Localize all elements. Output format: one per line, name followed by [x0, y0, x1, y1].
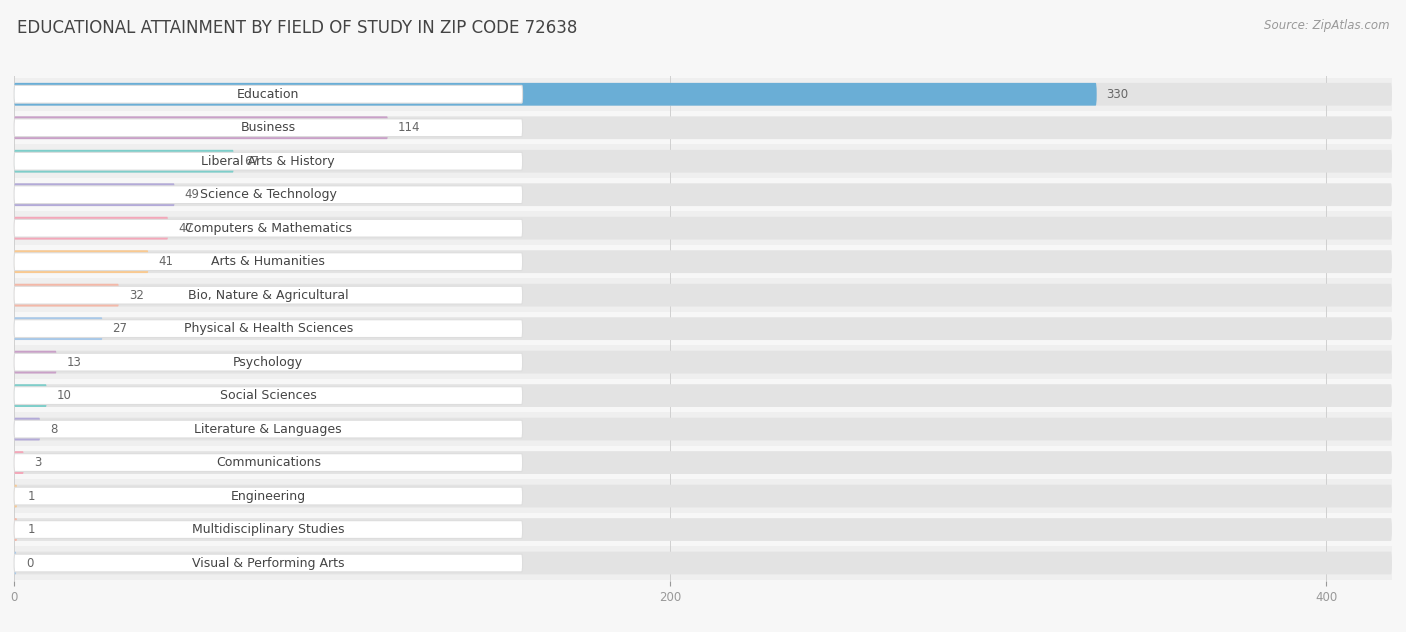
FancyBboxPatch shape: [14, 253, 523, 270]
Bar: [14, 412, 1392, 446]
Bar: [14, 78, 1392, 111]
FancyBboxPatch shape: [14, 351, 56, 374]
Text: 114: 114: [398, 121, 420, 134]
FancyBboxPatch shape: [14, 183, 1392, 206]
Text: 10: 10: [56, 389, 72, 402]
Bar: [14, 479, 1392, 513]
Bar: [14, 145, 1392, 178]
FancyBboxPatch shape: [14, 317, 103, 340]
Bar: [14, 379, 1392, 412]
Text: Psychology: Psychology: [233, 356, 304, 368]
Text: Literature & Languages: Literature & Languages: [194, 423, 342, 435]
Text: Liberal Arts & History: Liberal Arts & History: [201, 155, 335, 167]
Text: 8: 8: [51, 423, 58, 435]
Text: 13: 13: [66, 356, 82, 368]
FancyBboxPatch shape: [14, 353, 523, 371]
Text: Computers & Mathematics: Computers & Mathematics: [184, 222, 352, 234]
FancyBboxPatch shape: [14, 317, 1392, 340]
Text: 330: 330: [1107, 88, 1129, 100]
FancyBboxPatch shape: [14, 152, 523, 170]
FancyBboxPatch shape: [14, 418, 1392, 441]
Text: Multidisciplinary Studies: Multidisciplinary Studies: [193, 523, 344, 536]
Text: Bio, Nature & Agricultural: Bio, Nature & Agricultural: [188, 289, 349, 301]
FancyBboxPatch shape: [14, 518, 1392, 541]
FancyBboxPatch shape: [14, 217, 169, 240]
Text: Engineering: Engineering: [231, 490, 307, 502]
Text: Visual & Performing Arts: Visual & Performing Arts: [193, 557, 344, 569]
Text: Physical & Health Sciences: Physical & Health Sciences: [184, 322, 353, 335]
Bar: [14, 513, 1392, 546]
FancyBboxPatch shape: [14, 250, 149, 273]
FancyBboxPatch shape: [14, 286, 523, 304]
FancyBboxPatch shape: [14, 83, 1097, 106]
Text: 47: 47: [179, 222, 193, 234]
Text: Education: Education: [238, 88, 299, 100]
FancyBboxPatch shape: [14, 384, 1392, 407]
FancyBboxPatch shape: [14, 150, 233, 173]
Bar: [14, 312, 1392, 345]
FancyBboxPatch shape: [14, 485, 1392, 507]
Text: Source: ZipAtlas.com: Source: ZipAtlas.com: [1264, 19, 1389, 32]
Text: Arts & Humanities: Arts & Humanities: [211, 255, 325, 268]
Text: Communications: Communications: [215, 456, 321, 469]
Text: 41: 41: [159, 255, 173, 268]
FancyBboxPatch shape: [14, 351, 1392, 374]
FancyBboxPatch shape: [14, 284, 1392, 307]
FancyBboxPatch shape: [14, 387, 523, 404]
FancyBboxPatch shape: [14, 219, 523, 237]
Text: 1: 1: [27, 490, 35, 502]
Bar: [14, 111, 1392, 145]
Text: Science & Technology: Science & Technology: [200, 188, 337, 201]
Text: EDUCATIONAL ATTAINMENT BY FIELD OF STUDY IN ZIP CODE 72638: EDUCATIONAL ATTAINMENT BY FIELD OF STUDY…: [17, 19, 578, 37]
FancyBboxPatch shape: [14, 451, 24, 474]
Text: 0: 0: [27, 557, 34, 569]
FancyBboxPatch shape: [14, 485, 17, 507]
FancyBboxPatch shape: [14, 186, 523, 204]
FancyBboxPatch shape: [14, 217, 1392, 240]
FancyBboxPatch shape: [14, 116, 1392, 139]
FancyBboxPatch shape: [14, 418, 41, 441]
Bar: [14, 245, 1392, 279]
FancyBboxPatch shape: [14, 518, 17, 541]
Text: 3: 3: [34, 456, 41, 469]
FancyBboxPatch shape: [14, 250, 1392, 273]
FancyBboxPatch shape: [14, 150, 1392, 173]
FancyBboxPatch shape: [14, 85, 523, 103]
FancyBboxPatch shape: [14, 454, 523, 471]
FancyBboxPatch shape: [14, 487, 523, 505]
FancyBboxPatch shape: [14, 420, 523, 438]
FancyBboxPatch shape: [14, 554, 523, 572]
FancyBboxPatch shape: [14, 384, 46, 407]
FancyBboxPatch shape: [14, 83, 1392, 106]
Text: 49: 49: [184, 188, 200, 201]
Text: 1: 1: [27, 523, 35, 536]
FancyBboxPatch shape: [14, 552, 1392, 574]
Text: 67: 67: [243, 155, 259, 167]
FancyBboxPatch shape: [14, 521, 523, 538]
FancyBboxPatch shape: [14, 320, 523, 337]
Bar: [14, 279, 1392, 312]
FancyBboxPatch shape: [14, 116, 388, 139]
Bar: [14, 446, 1392, 479]
Bar: [14, 178, 1392, 212]
Bar: [14, 546, 1392, 580]
FancyBboxPatch shape: [14, 284, 120, 307]
FancyBboxPatch shape: [14, 119, 523, 137]
Bar: [14, 345, 1392, 379]
Text: 32: 32: [129, 289, 143, 301]
Text: 27: 27: [112, 322, 128, 335]
Text: Business: Business: [240, 121, 295, 134]
FancyBboxPatch shape: [14, 183, 174, 206]
FancyBboxPatch shape: [14, 552, 17, 574]
Bar: [14, 212, 1392, 245]
Text: Social Sciences: Social Sciences: [219, 389, 316, 402]
FancyBboxPatch shape: [14, 451, 1392, 474]
